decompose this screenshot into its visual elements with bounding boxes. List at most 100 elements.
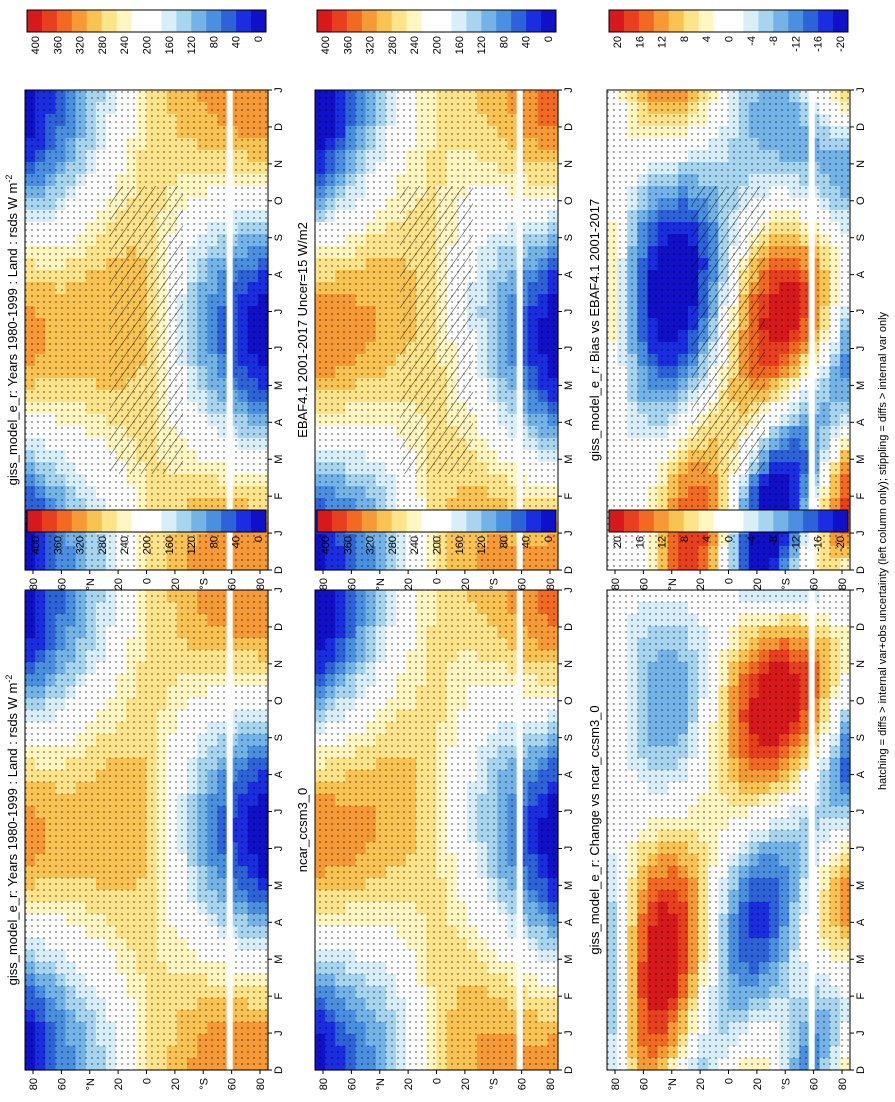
lat-tick-label: °N (85, 578, 97, 590)
month-tick-label: D (855, 123, 867, 131)
missing-data-band (226, 590, 233, 1070)
month-tick-label: M (855, 381, 867, 390)
month-tick-label: D (855, 566, 867, 574)
month-tick-label: J (563, 309, 575, 315)
panel-p21: 80 60 °N 20 0 20 °S 60 80DJFMAMJJASONDJgiss_mode… (4, 587, 285, 1090)
panel-p22: 80 60 °N 20 0 20 °S 60 80DJFMAMJJASONDJncar_ccsm… (295, 587, 575, 1090)
month-tick-label: D (273, 623, 285, 631)
month-tick-label: F (273, 493, 285, 500)
month-tick-label: D (563, 566, 575, 574)
month-tick-label: N (563, 160, 575, 168)
lat-tick-label: 80 (28, 578, 40, 590)
missing-data-band (226, 90, 233, 570)
lat-tick-label: 20 (170, 1078, 182, 1090)
panel-p11: 80 60 °N 20 0 20 °S 60 80DJFMAMJJASONDJgiss_mode… (4, 87, 285, 590)
panel-title-superscript: -2 (4, 175, 14, 183)
lat-tick-label: 60 (56, 1078, 68, 1090)
lat-tick-label: 80 (255, 1078, 267, 1090)
panel-title-superscript: -2 (4, 675, 14, 683)
lat-tick-label: 0 (432, 578, 444, 584)
month-tick-label: O (563, 196, 575, 205)
missing-data-band (516, 90, 523, 570)
lat-tick-label: 80 (255, 578, 267, 590)
lat-tick-label: 20 (170, 578, 182, 590)
lat-tick-label: °S (488, 578, 500, 590)
month-tick-label: J (273, 309, 285, 315)
month-tick-label: J (855, 530, 867, 536)
lat-tick-label: °N (667, 578, 679, 590)
month-tick-label: M (273, 955, 285, 964)
month-tick-label: A (273, 418, 285, 426)
month-tick-label: J (563, 87, 575, 93)
lat-tick-label: 80 (545, 578, 557, 590)
month-tick-label: S (273, 734, 285, 741)
month-tick-label: O (273, 696, 285, 705)
month-tick-label: F (273, 993, 285, 1000)
month-tick-label: F (563, 493, 575, 500)
panels-layer: 80 60 °N 20 0 20 °S 60 80 D J F M A M J J A S O N D Jgiss_mode… (4, 87, 867, 1090)
hatching-overlay (692, 186, 765, 474)
month-tick-label: J (855, 87, 867, 93)
lat-tick-label: °S (780, 578, 792, 590)
lat-tick-label: 60 (227, 578, 239, 590)
month-tick-label: J (273, 530, 285, 536)
month-tick-label: S (273, 234, 285, 241)
lat-tick-label: 20 (113, 1078, 125, 1090)
month-tick-label: M (273, 881, 285, 890)
month-tick-label: A (855, 270, 867, 278)
lat-tick-label: 20 (403, 578, 415, 590)
month-tick-label: D (273, 123, 285, 131)
lat-tick-label: 60 (56, 578, 68, 590)
lat-tick-label: °S (198, 1078, 210, 1090)
month-tick-label: M (563, 455, 575, 464)
lat-tick-label: 20 (752, 578, 764, 590)
month-tick-label: D (273, 1066, 285, 1074)
lat-tick-label: 60 (517, 578, 529, 590)
month-tick-label: J (273, 809, 285, 815)
lat-tick-label: 60 (346, 578, 358, 590)
month-tick-label: M (563, 381, 575, 390)
missing-data-band (808, 90, 815, 570)
lat-tick-label: °N (375, 578, 387, 590)
month-tick-label: A (273, 918, 285, 926)
month-tick-label: A (563, 418, 575, 426)
month-tick-label: J (855, 309, 867, 315)
panel-title: giss_model_e_r: Bias vs EBAF4.1 2001-201… (587, 199, 602, 461)
month-tick-label: S (563, 234, 575, 241)
month-tick-label: M (273, 455, 285, 464)
lat-tick-label: 20 (460, 578, 472, 590)
month-tick-label: A (273, 770, 285, 778)
month-tick-label: O (273, 196, 285, 205)
month-tick-label: M (273, 381, 285, 390)
month-tick-label: F (855, 493, 867, 500)
month-tick-label: J (563, 530, 575, 536)
panel-p13: 80 60 °N 20 0 20 °S 60 80DJFMAMJJASONDJgiss_mode… (587, 87, 867, 590)
panel-title: EBAF4.1 2001-2017 Uncer=15 W/m2 (295, 222, 310, 438)
month-tick-label: J (563, 346, 575, 352)
lat-tick-label: 60 (638, 578, 650, 590)
month-tick-label: J (273, 846, 285, 852)
lat-tick-label: 20 (113, 578, 125, 590)
lat-tick-label: 20 (695, 578, 707, 590)
lat-tick-label: 80 (837, 578, 849, 590)
month-tick-label: A (855, 418, 867, 426)
lat-tick-label: 60 (809, 578, 821, 590)
panel-title: giss_model_e_r: Years 1980-1999 : Land :… (4, 175, 20, 486)
month-tick-label: N (273, 660, 285, 668)
month-tick-label: D (273, 566, 285, 574)
month-tick-label: N (273, 160, 285, 168)
lat-tick-label: °S (198, 578, 210, 590)
month-tick-label: A (273, 270, 285, 278)
month-tick-label: A (563, 270, 575, 278)
month-tick-label: J (273, 587, 285, 593)
month-tick-label: N (855, 160, 867, 168)
lat-tick-label: 60 (227, 1078, 239, 1090)
lat-tick-label: 0 (142, 1078, 154, 1084)
month-tick-label: J (273, 87, 285, 93)
lat-tick-label: 0 (724, 578, 736, 584)
hatching-overlay (110, 186, 183, 474)
lat-tick-label: °N (85, 1078, 97, 1090)
panel-title: giss_model_e_r: Years 1980-1999 : Land :… (4, 675, 20, 986)
